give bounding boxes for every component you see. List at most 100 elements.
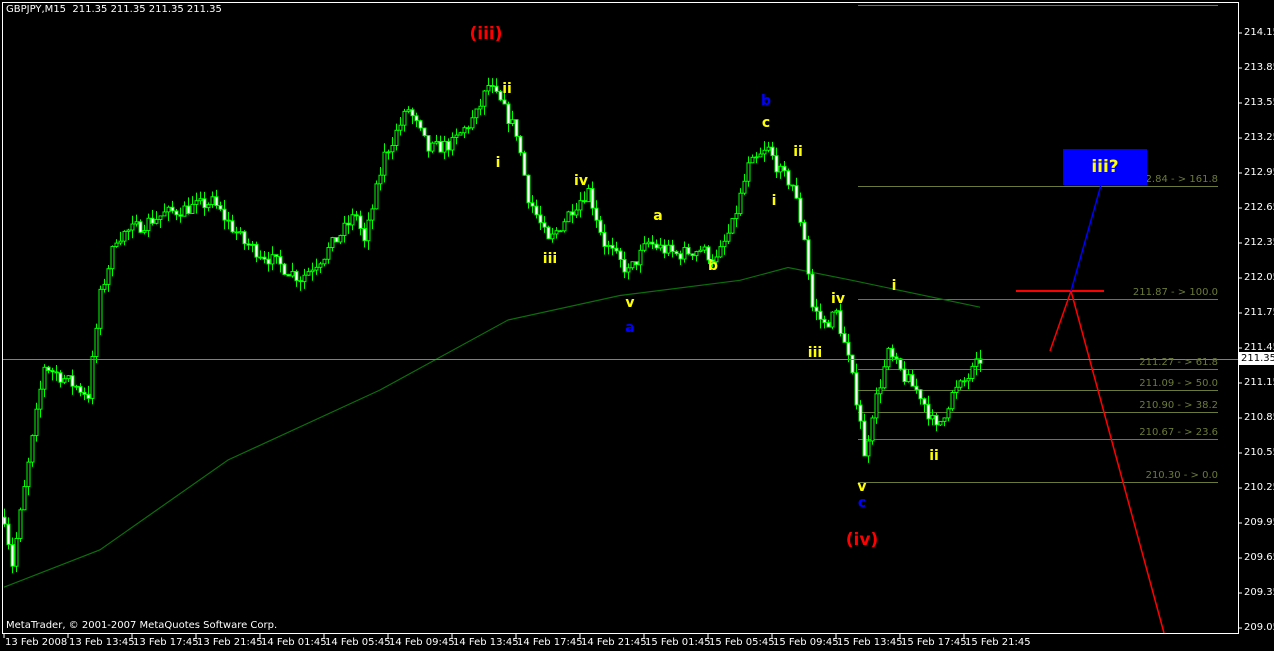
candle [154,211,159,225]
candle [378,166,383,191]
candle [454,128,459,145]
candle-body [794,185,799,199]
candle [326,242,331,264]
candle [574,202,579,218]
candle [442,135,447,160]
candle-body [542,222,547,228]
candle-body [450,136,455,151]
x-tick-label: 15 Feb 17:45 [901,637,967,648]
candle [658,237,663,251]
candle-body [690,253,695,257]
candle [182,201,187,217]
candle [210,191,215,208]
wave-label: v [625,295,635,311]
candle-body [838,310,843,335]
candle-body [774,155,779,173]
candle-body [910,374,915,387]
candle [642,236,647,253]
candle-body [954,386,959,394]
candle [430,141,435,154]
current-price-tag: 211.35 [1239,352,1274,365]
candle [358,210,363,236]
candle [506,101,511,133]
wave-label: iv [574,173,588,189]
candle-body [682,246,687,260]
candle-body [966,377,971,382]
candle-body [594,207,599,221]
candle-body [950,392,955,410]
candle-body [226,219,231,222]
candle [362,222,367,248]
candle [394,123,399,151]
candle-body [550,233,555,240]
candle-body [22,486,27,511]
candle [338,234,343,245]
candle [422,127,427,137]
candle-body [166,206,171,213]
candle-body [318,263,323,268]
candle [46,365,51,374]
candle [382,143,387,183]
candle-body [898,358,903,370]
candle [314,258,319,275]
wave-target-box[interactable]: iii? [1063,149,1147,185]
candle [810,268,815,312]
candle-body [854,372,859,406]
candle-body [558,230,563,233]
candle-body [350,214,355,226]
candle-body [118,240,123,244]
candle [482,89,487,115]
candle-body [142,230,147,233]
candle [822,315,827,329]
candle [686,243,691,256]
candle [790,184,795,191]
candle [754,152,759,164]
candle-body [374,183,379,210]
candle-body [906,374,911,383]
candle-body [86,393,91,399]
candle [458,131,463,136]
candle-body [418,120,423,129]
candle-body [30,435,35,463]
candle [114,239,119,248]
candle-body [886,347,891,368]
candle [766,141,771,153]
candle-body [858,404,863,422]
x-tick-label: 15 Feb 13:45 [837,637,903,648]
candle-body [674,251,679,255]
candle [874,387,879,424]
candle [938,420,943,427]
candle [78,383,83,397]
candle-body [630,261,635,269]
candle-body [326,247,331,260]
candle-body [386,151,391,154]
candle [86,385,91,403]
candle-body [378,174,383,185]
candle [310,262,315,281]
candle-body [190,203,195,214]
candle-body [946,408,951,419]
candle [846,333,851,363]
candle-body [458,132,463,136]
candle [66,375,71,383]
moving-average-line [3,266,981,588]
candle-body [322,258,327,265]
candle-body [662,244,667,254]
candle-body [358,215,363,229]
candle-body [70,375,75,387]
candle [134,214,139,227]
candle [118,231,123,246]
candle [690,253,695,261]
candle [886,346,891,370]
candle [262,251,267,264]
candle-body [514,119,519,137]
candle-body [506,103,511,125]
wave-label: a [653,208,663,224]
candle [742,174,747,195]
candle-body [742,180,747,194]
candle [570,204,575,224]
candle [974,351,979,376]
candle-body [626,267,631,273]
candle [698,245,703,253]
